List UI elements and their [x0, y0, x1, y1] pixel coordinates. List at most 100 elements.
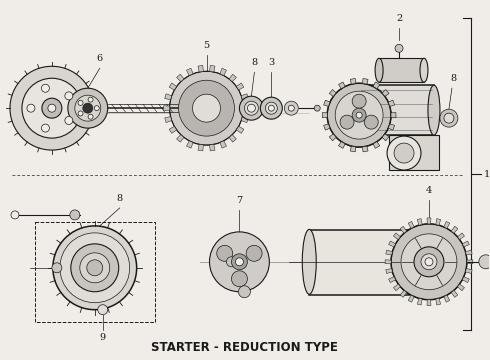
Text: 2: 2	[396, 14, 402, 23]
Bar	[379, 58, 424, 82]
Polygon shape	[400, 291, 407, 297]
Polygon shape	[386, 269, 392, 274]
Circle shape	[394, 143, 414, 163]
Polygon shape	[436, 298, 441, 305]
Circle shape	[27, 104, 35, 112]
Circle shape	[22, 78, 82, 138]
Circle shape	[364, 115, 378, 129]
Polygon shape	[393, 233, 400, 239]
Circle shape	[414, 247, 444, 277]
Polygon shape	[373, 141, 380, 148]
Circle shape	[391, 224, 467, 300]
Polygon shape	[408, 295, 414, 302]
Polygon shape	[229, 135, 236, 142]
Polygon shape	[220, 68, 226, 76]
Polygon shape	[169, 126, 176, 134]
Circle shape	[65, 117, 73, 125]
Polygon shape	[400, 226, 407, 233]
Circle shape	[314, 105, 320, 111]
Polygon shape	[466, 269, 472, 274]
Polygon shape	[165, 94, 172, 100]
Circle shape	[352, 94, 366, 108]
Polygon shape	[363, 78, 368, 84]
Polygon shape	[324, 100, 330, 106]
Circle shape	[231, 271, 247, 287]
Circle shape	[42, 124, 49, 132]
Circle shape	[60, 233, 130, 303]
Circle shape	[98, 305, 108, 315]
Circle shape	[78, 100, 83, 105]
Polygon shape	[229, 74, 236, 82]
Text: 9: 9	[99, 333, 106, 342]
Polygon shape	[329, 90, 336, 96]
Circle shape	[48, 104, 56, 112]
Ellipse shape	[302, 229, 316, 294]
Polygon shape	[408, 221, 414, 229]
Circle shape	[75, 95, 101, 121]
Polygon shape	[165, 117, 172, 123]
Circle shape	[335, 91, 383, 139]
Circle shape	[71, 244, 119, 292]
Circle shape	[247, 104, 255, 112]
Polygon shape	[393, 284, 400, 291]
Bar	[389, 135, 439, 170]
Circle shape	[217, 246, 233, 261]
Polygon shape	[329, 134, 336, 141]
Circle shape	[11, 211, 19, 219]
Polygon shape	[169, 83, 176, 90]
Polygon shape	[389, 277, 395, 283]
Polygon shape	[176, 135, 184, 142]
Polygon shape	[241, 94, 248, 100]
Polygon shape	[388, 124, 394, 130]
Polygon shape	[451, 291, 458, 297]
Circle shape	[421, 254, 437, 270]
Circle shape	[266, 102, 277, 114]
Text: 8: 8	[451, 74, 457, 83]
Circle shape	[42, 84, 49, 92]
Circle shape	[68, 88, 108, 128]
Polygon shape	[210, 66, 215, 72]
Polygon shape	[451, 226, 458, 233]
Polygon shape	[187, 141, 193, 148]
Circle shape	[356, 112, 362, 118]
Circle shape	[440, 109, 458, 127]
Polygon shape	[187, 68, 193, 76]
Polygon shape	[198, 66, 203, 72]
Polygon shape	[322, 113, 327, 118]
Circle shape	[52, 263, 62, 273]
Polygon shape	[236, 126, 244, 134]
Circle shape	[260, 97, 282, 119]
Polygon shape	[417, 298, 422, 305]
Circle shape	[240, 96, 263, 120]
Circle shape	[53, 226, 137, 310]
Circle shape	[210, 232, 270, 292]
Circle shape	[83, 103, 93, 113]
Polygon shape	[458, 284, 465, 291]
Polygon shape	[339, 82, 345, 89]
Circle shape	[42, 98, 62, 118]
Circle shape	[246, 246, 262, 261]
Circle shape	[395, 44, 403, 52]
Polygon shape	[339, 141, 345, 148]
Polygon shape	[463, 277, 469, 283]
Circle shape	[340, 115, 354, 129]
Text: 6: 6	[97, 54, 103, 63]
Polygon shape	[466, 250, 472, 255]
Circle shape	[235, 258, 244, 266]
Ellipse shape	[402, 229, 416, 294]
Bar	[309, 230, 409, 295]
Text: 4: 4	[426, 186, 432, 195]
Text: 5: 5	[203, 41, 210, 50]
Polygon shape	[382, 134, 389, 141]
Circle shape	[245, 101, 258, 115]
Circle shape	[401, 234, 457, 290]
Polygon shape	[241, 117, 248, 123]
Polygon shape	[236, 83, 244, 90]
Circle shape	[87, 260, 103, 276]
Circle shape	[94, 106, 99, 111]
Polygon shape	[350, 146, 356, 152]
Circle shape	[231, 254, 247, 270]
Circle shape	[284, 101, 298, 115]
Ellipse shape	[375, 58, 383, 82]
Polygon shape	[363, 146, 368, 152]
